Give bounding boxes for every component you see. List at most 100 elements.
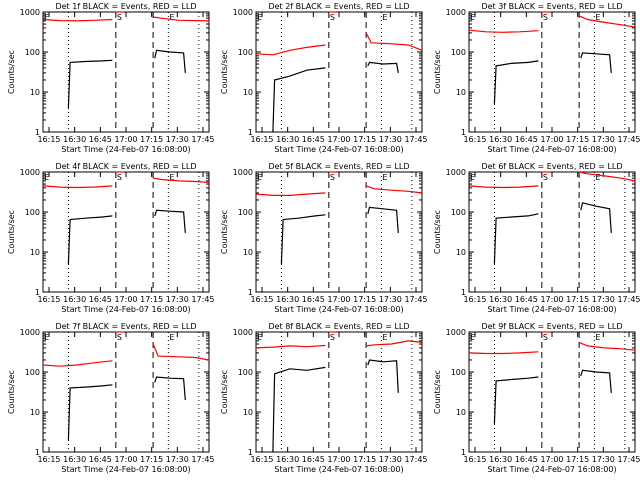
x-tick-label: 16:30 — [489, 455, 512, 464]
panel-title: Det 9f BLACK = Events, RED = LLD — [481, 322, 622, 331]
y-tick-label: 10 — [243, 248, 253, 257]
y-tick-label: 10 — [30, 88, 40, 97]
panel-title: Det 6f BLACK = Events, RED = LLD — [481, 162, 622, 171]
x-axis-label: Start Time (24-Feb-07 16:08:00) — [274, 145, 403, 154]
time-marker-label: E — [470, 333, 475, 342]
x-axis-label: Start Time (24-Feb-07 16:08:00) — [487, 305, 616, 314]
events-series-line — [67, 59, 113, 108]
lld-series-line — [578, 171, 636, 182]
y-tick-label: 1000 — [233, 8, 253, 17]
y-axis-label: Counts/sec — [220, 210, 229, 254]
x-tick-label: 17:15 — [140, 455, 163, 464]
time-marker-label: E — [595, 173, 600, 182]
y-tick-label: 1000 — [20, 168, 40, 177]
lld-series-line — [42, 360, 113, 367]
time-marker-label: E — [257, 333, 262, 342]
y-tick-label: 100 — [238, 368, 253, 377]
time-marker-label: E — [257, 13, 262, 22]
panel-title: Det 2f BLACK = Events, RED = LLD — [268, 2, 409, 11]
time-marker-label: S — [117, 333, 122, 342]
y-axis-label: Counts/sec — [220, 370, 229, 414]
x-tick-label: 17:45 — [404, 455, 427, 464]
time-marker-label: E — [169, 13, 174, 22]
lld-series-line — [365, 32, 423, 51]
x-tick-label: 17:00 — [114, 455, 137, 464]
y-tick-label: 1000 — [446, 8, 466, 17]
x-tick-label: 17:45 — [191, 455, 214, 464]
panel-title: Det 5f BLACK = Events, RED = LLD — [268, 162, 409, 171]
y-tick-label: 1000 — [233, 168, 253, 177]
lld-series-line — [152, 343, 210, 361]
x-tick-label: 17:00 — [327, 455, 350, 464]
x-axis-label: Start Time (24-Feb-07 16:08:00) — [487, 145, 616, 154]
y-tick-label: 10 — [456, 248, 466, 257]
y-tick-label: 100 — [25, 368, 40, 377]
events-series-line — [272, 366, 326, 453]
panel-2: Det 2f BLACK = Events, RED = LLD 1 10 100 10… — [220, 2, 428, 154]
events-series-line — [154, 376, 186, 401]
x-tick-label: 17:30 — [379, 455, 402, 464]
panel-title: Det 8f BLACK = Events, RED = LLD — [268, 322, 409, 331]
x-tick-label: 16:15 — [250, 135, 273, 144]
x-tick-label: 16:45 — [89, 455, 112, 464]
time-marker-label: S — [330, 173, 335, 182]
x-tick-label: 16:30 — [276, 295, 299, 304]
panel-6: Det 6f BLACK = Events, RED = LLD 1 10 100 10… — [433, 162, 640, 314]
panel-title: Det 1f BLACK = Events, RED = LLD — [55, 2, 196, 11]
lld-series-line — [255, 44, 326, 56]
y-axis-label: Counts/sec — [433, 370, 442, 414]
x-tick-label: 17:15 — [353, 295, 376, 304]
lld-series-line — [255, 192, 326, 196]
time-marker-label: S — [543, 13, 548, 22]
y-tick-label: 100 — [451, 48, 466, 57]
x-tick-label: 16:30 — [63, 135, 86, 144]
y-tick-label: 1 — [35, 128, 40, 137]
plot-frame — [468, 11, 636, 133]
events-series-line — [367, 206, 399, 233]
x-tick-label: 16:45 — [89, 295, 112, 304]
x-tick-label: 17:15 — [353, 455, 376, 464]
y-tick-label: 100 — [451, 368, 466, 377]
x-tick-label: 17:30 — [592, 135, 615, 144]
time-marker-label: E — [44, 333, 49, 342]
panel-5: Det 5f BLACK = Events, RED = LLD 1 10 100 10… — [220, 162, 428, 314]
time-marker-label: S — [543, 173, 548, 182]
y-axis-label: Counts/sec — [7, 50, 16, 94]
lld-series-line — [468, 351, 539, 355]
y-tick-label: 1 — [461, 448, 466, 457]
y-tick-label: 1000 — [233, 328, 253, 337]
panel-title: Det 7f BLACK = Events, RED = LLD — [55, 322, 196, 331]
y-tick-label: 1 — [248, 128, 253, 137]
x-tick-label: 17:15 — [140, 295, 163, 304]
y-tick-label: 1000 — [20, 8, 40, 17]
events-series-line — [67, 215, 113, 265]
y-tick-label: 10 — [456, 88, 466, 97]
x-tick-label: 17:15 — [566, 455, 589, 464]
time-marker-label: E — [595, 333, 600, 342]
x-tick-label: 17:30 — [379, 295, 402, 304]
x-tick-label: 16:30 — [63, 295, 86, 304]
y-tick-label: 1000 — [446, 328, 466, 337]
y-tick-label: 10 — [456, 408, 466, 417]
plot-frame — [255, 11, 423, 133]
events-series-line — [272, 67, 326, 133]
x-tick-label: 17:00 — [114, 295, 137, 304]
lld-series-line — [153, 177, 210, 183]
time-marker-label: E — [257, 173, 262, 182]
x-tick-label: 16:15 — [250, 455, 273, 464]
y-axis-label: Counts/sec — [7, 370, 16, 414]
y-tick-label: 1 — [461, 128, 466, 137]
x-tick-label: 17:45 — [404, 135, 427, 144]
y-axis-label: Counts/sec — [433, 50, 442, 94]
lld-series-line — [365, 185, 423, 194]
events-series-line — [493, 376, 539, 425]
x-tick-label: 16:45 — [302, 135, 325, 144]
x-axis-label: Start Time (24-Feb-07 16:08:00) — [61, 145, 190, 154]
lld-series-line — [578, 15, 636, 28]
events-series-line — [154, 49, 186, 73]
x-tick-label: 16:15 — [37, 295, 60, 304]
time-marker-label: S — [117, 13, 122, 22]
x-tick-label: 17:00 — [540, 455, 563, 464]
